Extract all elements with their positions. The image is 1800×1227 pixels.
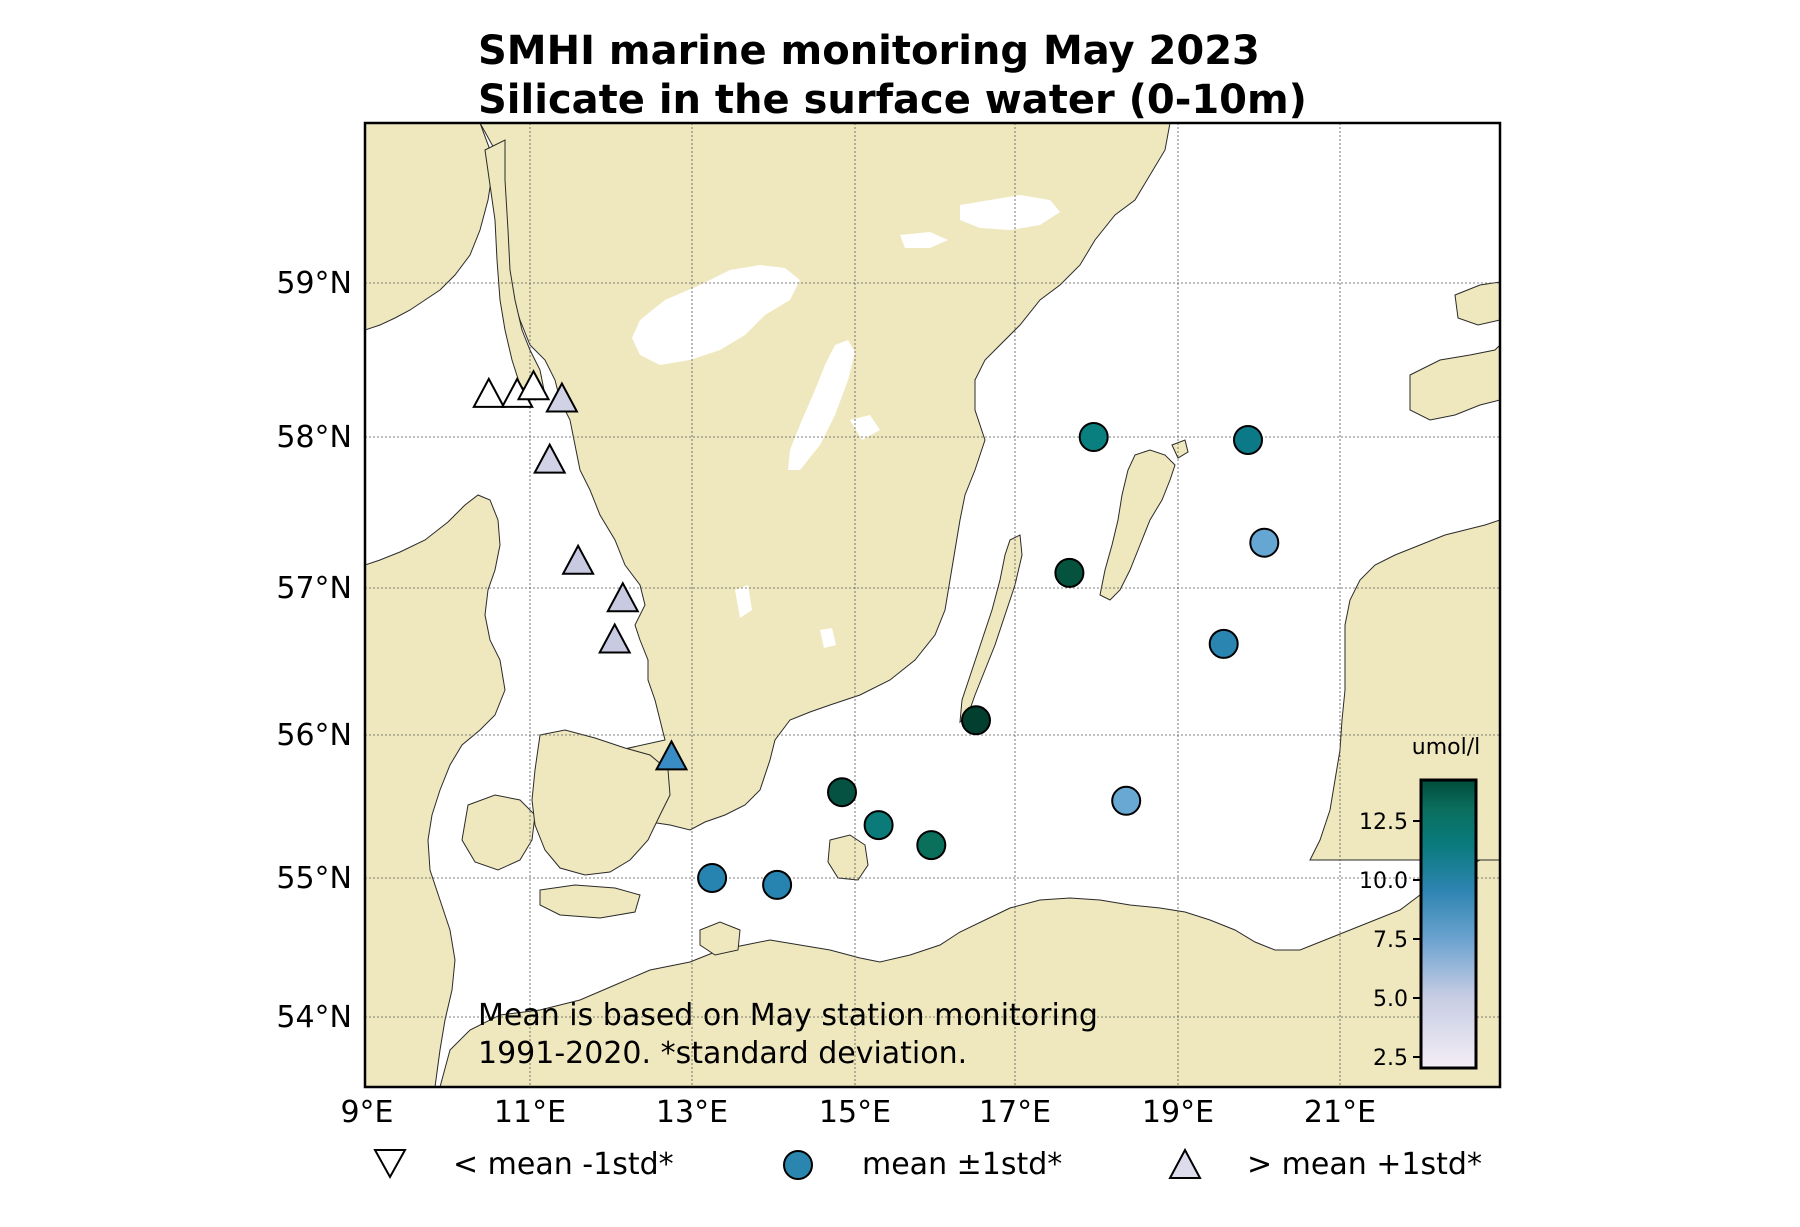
station-marker — [916, 830, 947, 861]
gridlines — [365, 123, 1500, 1087]
land-lolland — [539, 884, 641, 919]
lat-tick-labels: 59°N 58°N 57°N 56°N 55°N 54°N — [276, 266, 352, 1035]
lake-vanern — [632, 265, 800, 365]
lat-tick-label: 56°N — [276, 718, 352, 753]
map-area — [365, 123, 1500, 1087]
station-marker — [545, 381, 579, 413]
station-marker — [561, 543, 595, 575]
legend-circle-icon — [783, 1150, 813, 1180]
lat-tick-label: 54°N — [276, 1000, 352, 1035]
legend-below-label: < mean -1std* — [453, 1147, 674, 1182]
land-saaremaa — [1409, 344, 1500, 421]
lon-tick-label: 21°E — [1304, 1095, 1376, 1130]
lon-tick-label: 9°E — [340, 1095, 393, 1130]
station-marker — [1111, 785, 1142, 816]
colorbar-tick-label: 5.0 — [1373, 987, 1408, 1012]
land-sweden — [479, 123, 1171, 831]
lat-tick-label: 58°N — [276, 420, 352, 455]
lake-small-3 — [820, 628, 836, 648]
land-germany-poland — [439, 854, 1500, 1087]
title-line-1: SMHI marine monitoring May 2023 — [478, 28, 1260, 74]
note-line-2: 1991-2020. *standard deviation. — [478, 1036, 967, 1071]
land-latvia-lithuania — [1309, 519, 1500, 861]
lon-tick-label: 19°E — [1142, 1095, 1214, 1130]
stations-layer — [472, 369, 1280, 900]
note-line-1: Mean is based on May station monitoring — [478, 998, 1098, 1033]
station-marker — [1078, 422, 1109, 452]
lake-malaren — [960, 195, 1060, 230]
station-marker — [654, 739, 689, 771]
colorbar: umol/l 2.5 5.0 7.5 10.0 12.5 — [1359, 735, 1480, 1071]
lake-hjalmaren — [900, 232, 948, 248]
map-frame — [363, 121, 1502, 1089]
station-marker — [863, 810, 894, 841]
lon-tick-label: 13°E — [656, 1095, 728, 1130]
colorbar-tick-label: 10.0 — [1359, 869, 1408, 894]
station-marker — [606, 581, 640, 613]
station-marker — [598, 622, 632, 654]
station-marker — [533, 442, 567, 474]
land-gotland — [1099, 449, 1176, 601]
legend: < mean -1std* mean ±1std* > mean +1std* — [373, 1147, 1482, 1182]
lon-tick-label: 17°E — [979, 1095, 1051, 1130]
station-marker — [762, 869, 793, 900]
colorbar-tick-label: 2.5 — [1373, 1046, 1408, 1071]
legend-above-label: > mean +1std* — [1247, 1147, 1482, 1182]
station-marker — [697, 863, 728, 893]
lat-tick-label: 59°N — [276, 266, 352, 301]
lat-tick-label: 57°N — [276, 571, 352, 606]
land-rugen — [699, 921, 741, 956]
station-marker — [1054, 557, 1085, 588]
station-marker — [1249, 527, 1280, 558]
station-marker — [472, 376, 506, 408]
land-bornholm — [827, 834, 869, 881]
station-marker — [1233, 425, 1263, 455]
lon-tick-label: 11°E — [494, 1095, 566, 1130]
lat-tick-label: 55°N — [276, 861, 352, 896]
legend-within-label: mean ±1std* — [862, 1147, 1062, 1182]
land-zealand — [531, 729, 671, 876]
lon-tick-label: 15°E — [819, 1095, 891, 1130]
title-line-2: Silicate in the surface water (0-10m) — [478, 77, 1307, 123]
lake-vattern — [788, 340, 855, 470]
colorbar-gradient — [1419, 778, 1478, 1070]
station-marker — [961, 705, 991, 736]
lake-small-1 — [850, 415, 880, 440]
colorbar-tick-label: 12.5 — [1359, 810, 1408, 835]
land-jutland — [365, 494, 506, 1087]
legend-triangle-up-icon — [1168, 1147, 1202, 1179]
lon-tick-labels: 9°E 11°E 13°E 15°E 17°E 19°E 21°E — [340, 1095, 1376, 1130]
land-faro — [1171, 439, 1189, 459]
lake-small-2 — [735, 585, 752, 618]
land-hiiumaa — [1454, 281, 1500, 326]
station-marker — [516, 369, 551, 401]
colorbar-unit-label: umol/l — [1412, 735, 1480, 760]
station-marker — [827, 777, 857, 808]
legend-triangle-down-icon — [373, 1149, 407, 1180]
land-funen — [461, 794, 536, 871]
colorbar-tick-label: 7.5 — [1373, 928, 1408, 953]
station-marker — [1208, 628, 1239, 659]
